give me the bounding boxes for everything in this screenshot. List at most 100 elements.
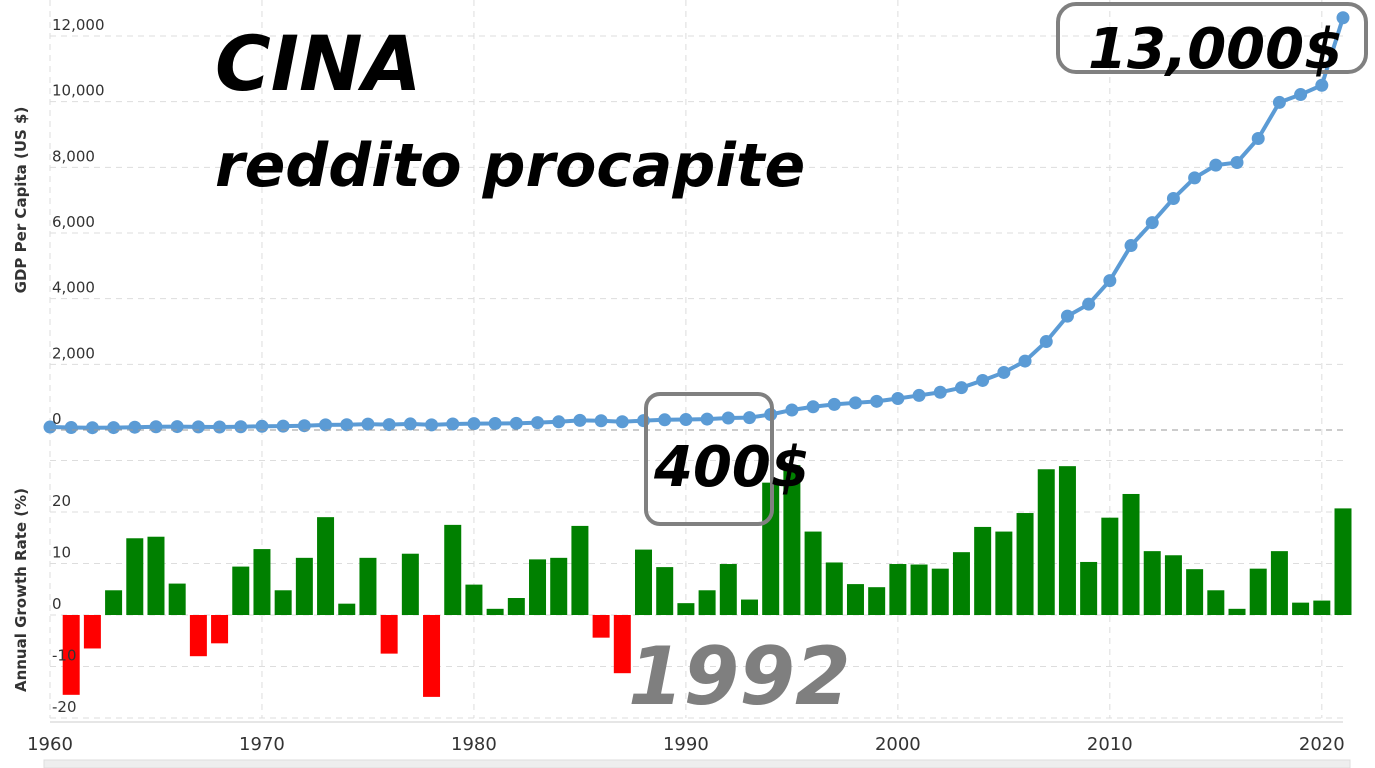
gdp-line-series [43,11,1350,435]
gdp-point [594,414,608,428]
growth-y-axis-title: Annual Growth Rate (%) [12,488,30,692]
growth-bar [507,598,525,615]
gdp-point [276,419,290,433]
gdp-point [785,403,799,417]
gdp-point [1145,216,1159,230]
gdp-point [912,388,926,402]
growth-bar [274,590,292,615]
x-tick-label: 1970 [239,734,285,755]
gdp-point [191,420,205,434]
growth-bar [83,615,101,649]
growth-bars [62,465,1352,697]
growth-bar [846,584,864,615]
gdp-point [1103,274,1117,288]
growth-bar [189,615,207,657]
gdp-point [827,397,841,411]
growth-bar [1143,551,1161,615]
gdp-point [976,373,990,387]
growth-bar [401,553,419,615]
growth-bar [105,590,123,615]
gdp-point [742,411,756,425]
growth-bar [1186,569,1204,615]
growth-bar [952,552,970,615]
gdp-y-tick-label: 0 [52,410,62,428]
growth-bar [868,587,886,615]
growth-bar [529,559,547,615]
annotation-layer: 13,000$ 400$ 1992 [628,2,1368,723]
gdp-point [64,421,78,435]
growth-bar [783,465,801,615]
gdp-point [234,420,248,434]
gdp-y-tick-label: 10,000 [52,82,105,100]
chart-subtitle: reddito procapite [215,131,805,201]
gdp-point [1124,239,1138,253]
growth-bar [995,531,1013,615]
gdp-point [531,416,545,430]
gdp-y-tick-label: 4,000 [52,279,95,297]
gdp-point [700,412,714,426]
gdp-y-tick-label: 12,000 [52,16,105,34]
growth-bar [126,538,144,615]
growth-bar [1292,602,1310,615]
x-tick-label: 2000 [875,734,921,755]
growth-bar [635,549,653,615]
peak-value-annotation: 13,000$ [1088,17,1343,82]
gdp-point [297,419,311,433]
gdp-point [1209,158,1223,172]
growth-bar [550,557,568,615]
gdp-point [848,396,862,410]
gdp-point [361,417,375,431]
gdp-point [128,420,142,434]
growth-bar [359,557,377,615]
growth-bar [465,584,483,615]
gdp-point [488,417,502,431]
growth-bar [804,531,822,615]
growth-bar [1016,513,1034,615]
gdp-point [403,417,417,431]
gdp-point [213,420,227,434]
growth-bar [168,583,186,615]
gdp-point [573,413,587,427]
gdp-point [149,420,163,434]
x-tick-label: 1980 [451,734,497,755]
start-value-annotation: 400$ [653,435,810,500]
gdp-point [933,385,947,399]
growth-bar [571,525,589,615]
growth-bar [317,517,335,615]
x-tick-label: 1960 [27,734,73,755]
gdp-point [85,421,99,435]
gdp-point [1188,171,1202,185]
growth-bar [931,568,949,615]
growth-bar [1207,590,1225,615]
growth-bar [1037,469,1055,615]
x-tick-label: 2020 [1299,734,1345,755]
gdp-point [615,415,629,429]
growth-y-tick-label: 20 [52,492,71,510]
gdp-y-tick-label: 2,000 [52,344,95,362]
gdp-point [1272,95,1286,109]
gdp-point [552,415,566,429]
growth-bar [1058,466,1076,615]
start-value-box [644,392,774,526]
gdp-point [382,418,396,432]
gdp-point [425,418,439,432]
x-tick-label: 2010 [1087,734,1133,755]
growth-bar [910,564,928,615]
growth-bar [1249,568,1267,615]
gdp-point [658,413,672,427]
growth-bar [232,566,250,615]
gdp-point [679,413,693,427]
gdp-point [1082,297,1096,311]
gdp-point [1230,155,1244,169]
growth-bar [1080,561,1098,615]
gdp-point [1336,11,1350,25]
year-annotation: 1992 [628,630,851,723]
gdp-y-tick-label: 6,000 [52,213,95,231]
growth-bar [338,603,356,615]
gdp-point [446,417,460,431]
growth-bar [295,557,313,615]
gdp-point [806,400,820,414]
gdp-point [1039,335,1053,349]
gdp-point [954,381,968,395]
gdp-point [319,418,333,432]
